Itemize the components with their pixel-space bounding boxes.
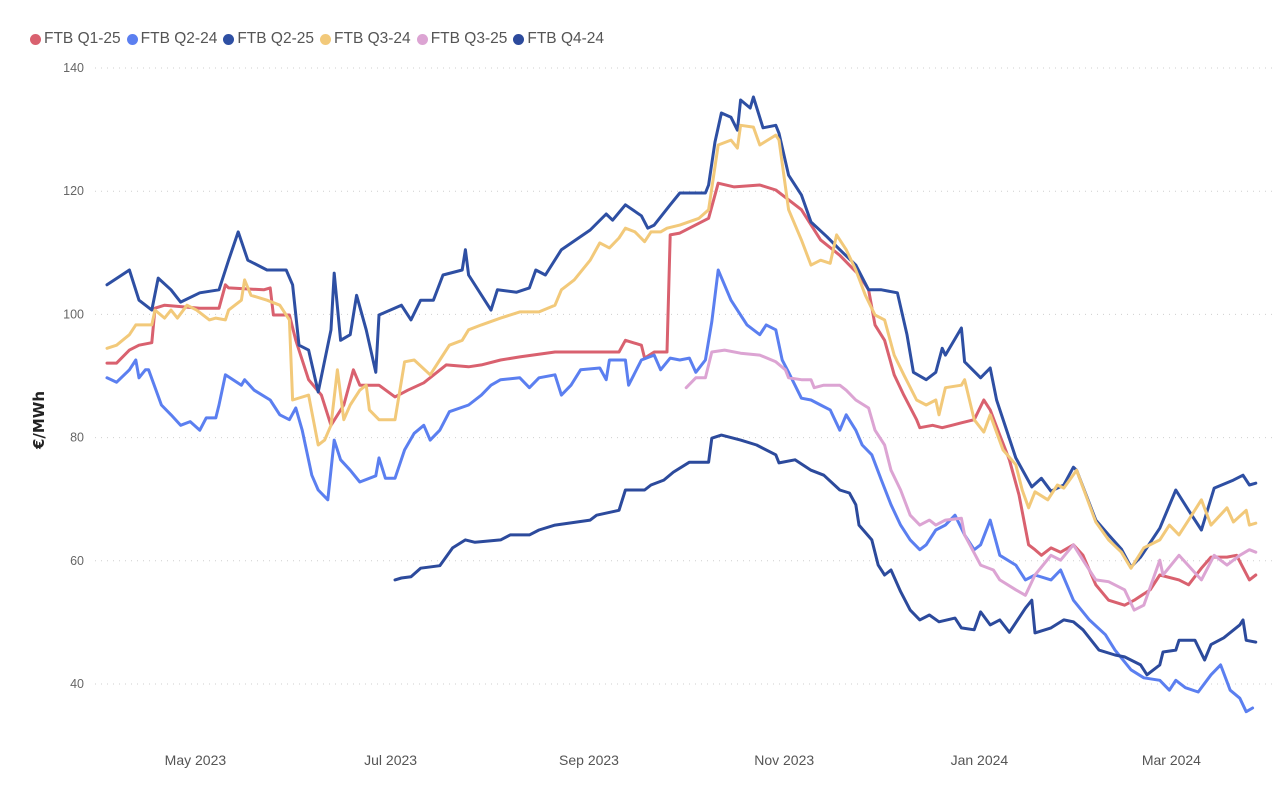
legend-dot-icon xyxy=(416,33,428,45)
x-tick-label: Jan 2024 xyxy=(951,752,1009,768)
x-tick-label: Sep 2023 xyxy=(559,752,619,768)
legend-label: FTB Q3-25 xyxy=(430,30,508,47)
y-tick-label: 120 xyxy=(63,184,84,198)
legend-item[interactable]: FTB Q2-24 xyxy=(126,30,218,48)
legend-dot-icon xyxy=(223,33,235,45)
legend-item[interactable]: FTB Q2-25 xyxy=(223,30,314,48)
legend-dot-icon xyxy=(126,33,138,45)
series-lines xyxy=(105,95,1258,714)
legend-dot-icon xyxy=(30,33,41,45)
gridlines xyxy=(95,67,1272,685)
legend-item[interactable]: FTB Q3-25 xyxy=(416,30,508,48)
y-axis-ticks: 40 60 80 100 120 140 xyxy=(63,61,84,691)
legend-item[interactable]: FTB Q3-24 xyxy=(320,30,411,48)
series-line-ftb-q2-24 xyxy=(105,268,1255,714)
chart-legend: FTB Q1-25 FTB Q2-24 FTB Q2-25 FTB Q3-24 FTB … xyxy=(30,30,610,48)
legend-item[interactable]: FTB Q1-25 xyxy=(30,30,121,48)
series-line-ftb-q3-25 xyxy=(684,348,1258,612)
legend-label: FTB Q1-25 xyxy=(44,30,121,47)
legend-dot-icon xyxy=(513,33,525,45)
x-tick-label: Nov 2023 xyxy=(754,752,814,768)
y-tick-label: 60 xyxy=(70,554,84,568)
y-axis-title: €/MWh xyxy=(30,391,48,450)
legend-item[interactable]: FTB Q4-24 xyxy=(513,30,604,48)
y-tick-label: 100 xyxy=(63,307,84,321)
x-tick-label: Mar 2024 xyxy=(1142,752,1201,768)
series-line-ftb-q4-24 xyxy=(393,433,1258,677)
y-tick-label: 40 xyxy=(70,677,84,691)
x-tick-label: Jul 2023 xyxy=(364,752,417,768)
x-axis-ticks: May 2023 Jul 2023 Sep 2023 Nov 2023 Jan 2024… xyxy=(165,752,1202,768)
legend-label: FTB Q4-24 xyxy=(527,30,605,47)
legend-label: FTB Q3-24 xyxy=(334,30,411,47)
series-line-ftb-q1-25 xyxy=(105,181,1258,607)
y-tick-label: 140 xyxy=(63,61,84,75)
x-tick-label: May 2023 xyxy=(165,752,227,768)
series-line-ftb-q2-25 xyxy=(105,95,1258,569)
legend-label: FTB Q2-24 xyxy=(140,30,218,47)
y-tick-label: 80 xyxy=(70,431,84,445)
legend-dot-icon xyxy=(320,33,332,45)
legend-label: FTB Q2-25 xyxy=(237,30,315,47)
series-line-ftb-q3-24 xyxy=(105,123,1258,570)
